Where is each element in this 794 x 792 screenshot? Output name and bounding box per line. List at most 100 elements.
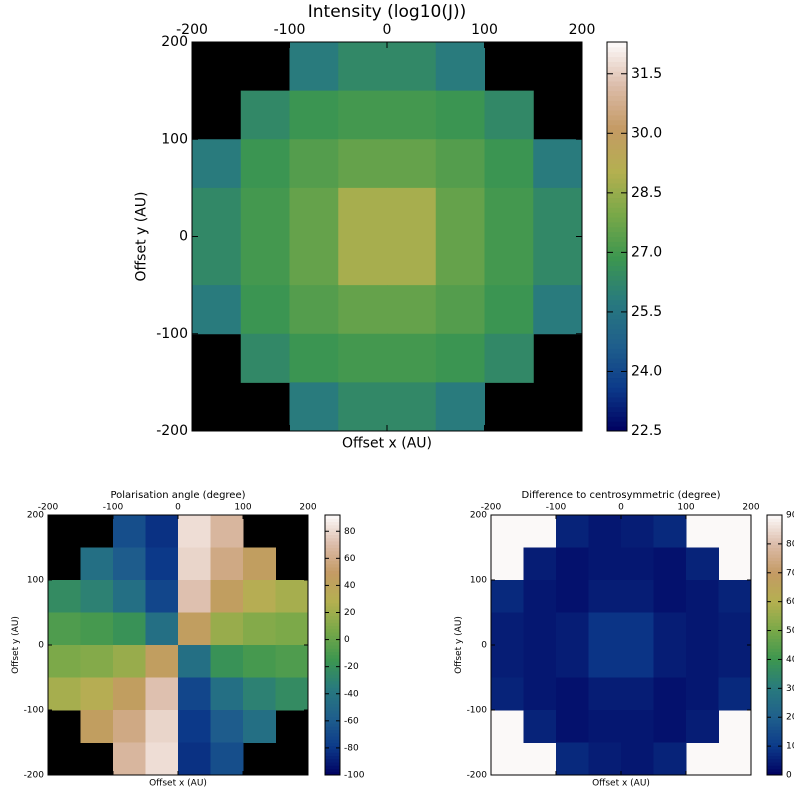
colorbar-gradient (767, 625, 782, 630)
colorbar-gradient (767, 641, 782, 646)
y-tick-label: 0 (38, 641, 44, 651)
heatmap-cell (275, 612, 309, 646)
colorbar-gradient (767, 706, 782, 711)
colorbar-gradient (607, 319, 627, 325)
colorbar-gradient (607, 411, 627, 417)
heatmap-cell (556, 645, 589, 678)
colorbar-gradient (767, 762, 782, 766)
colorbar-gradient (607, 382, 627, 388)
colorbar-gradient (325, 736, 340, 740)
heatmap-cell (145, 612, 179, 646)
heatmap-cell (588, 612, 622, 646)
heatmap-cell (210, 677, 244, 711)
colorbar-gradient (325, 622, 340, 626)
heatmap-cell (718, 677, 752, 711)
colorbar-gradient (767, 687, 782, 691)
colorbar-gradient (325, 671, 340, 675)
colorbar-gradient (325, 768, 340, 773)
colorbar-tick-label: -80 (344, 743, 359, 753)
colorbar-tick-label: 10 (786, 742, 794, 752)
heatmap-cell (556, 515, 589, 548)
colorbar-gradient (607, 105, 627, 111)
colorbar-gradient (325, 690, 340, 695)
heatmap-cell (621, 742, 654, 776)
colorbar-gradient (607, 90, 627, 96)
colorbar-gradient (607, 95, 627, 101)
colorbar-gradient (767, 609, 782, 613)
heatmap-cell (80, 710, 114, 743)
heatmap-cell (240, 187, 290, 237)
colorbar-gradient (325, 599, 340, 604)
colorbar-gradient (325, 716, 340, 721)
x-axis-label: Offset x (AU) (149, 779, 207, 789)
heatmap-cell (178, 612, 211, 646)
colorbar-gradient (607, 163, 627, 169)
heatmap-cell (338, 42, 388, 92)
heatmap-cell (686, 645, 719, 678)
heatmap-cell (523, 547, 557, 581)
colorbar-tick-label: 0 (786, 771, 792, 781)
colorbar-gradient (325, 752, 340, 756)
x-tick-label: 200 (742, 503, 759, 513)
colorbar-gradient (325, 680, 340, 685)
colorbar-gradient (767, 612, 782, 617)
colorbar-gradient (325, 528, 340, 532)
heatmap-cell (653, 710, 687, 743)
heatmap-cell (484, 236, 534, 286)
y-tick-label: -200 (24, 771, 45, 781)
colorbar-gradient (325, 628, 340, 633)
heatmap-cell (80, 677, 114, 711)
heatmap-cell (113, 612, 146, 646)
heatmap-cell (491, 645, 524, 678)
heatmap-cell (491, 677, 524, 711)
heatmap-cell (621, 612, 654, 646)
colorbar-gradient (607, 387, 627, 393)
heatmap-cell (48, 612, 81, 646)
heatmap-cell (686, 580, 719, 613)
colorbar-gradient (325, 739, 340, 743)
colorbar-gradient (607, 241, 627, 247)
colorbar-gradient (767, 557, 782, 561)
x-tick-label: 0 (618, 503, 624, 513)
heatmap-cell (653, 677, 687, 711)
colorbar-gradient (325, 755, 340, 760)
colorbar-gradient (607, 100, 627, 106)
colorbar-gradient (767, 518, 782, 522)
colorbar-gradient (325, 742, 340, 747)
heatmap-cell (588, 580, 622, 613)
colorbar-gradient (325, 573, 340, 578)
colorbar-gradient (607, 396, 627, 403)
colorbar-gradient (607, 299, 627, 306)
heatmap-cell (387, 285, 437, 335)
heatmap-cell (48, 580, 81, 613)
colorbar-gradient (607, 124, 627, 131)
heatmap-cell (192, 139, 242, 189)
heatmap-cell (435, 42, 485, 92)
colorbar-gradient (325, 661, 340, 665)
colorbar-frame (606, 41, 628, 432)
colorbar-gradient (607, 71, 627, 77)
colorbar-gradient (767, 703, 782, 708)
colorbar-gradient (607, 153, 627, 160)
heatmap-cell (210, 742, 244, 776)
colorbar-gradient (607, 192, 627, 199)
heatmap-cell (289, 382, 339, 432)
heatmap-cell (718, 645, 752, 678)
colorbar-gradient (325, 625, 340, 630)
colorbar-gradient (767, 528, 782, 532)
heatmap-cell (289, 236, 339, 286)
colorbar-gradient (607, 251, 627, 257)
heatmap-cell (80, 645, 114, 678)
heatmap-cell (80, 612, 114, 646)
heatmap-cell (523, 645, 557, 678)
colorbar-gradient (767, 563, 782, 568)
heatmap-cell (243, 547, 276, 581)
y-tick-label: 100 (161, 131, 188, 147)
chart-title: Difference to centrosymmetric (degree) (522, 490, 721, 501)
heatmap-cell (145, 742, 179, 776)
heatmap-cell (523, 612, 557, 646)
colorbar-gradient (325, 635, 340, 639)
colorbar-gradient (607, 217, 627, 223)
colorbar-gradient (325, 554, 340, 558)
